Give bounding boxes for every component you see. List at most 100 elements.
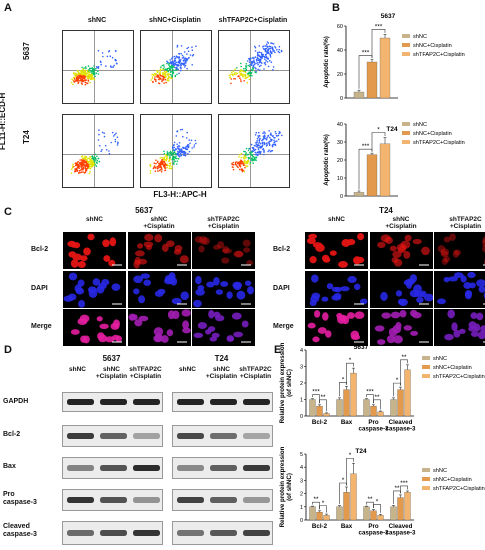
flow-event: [178, 145, 181, 147]
flow-event: [266, 144, 269, 146]
flow-event: [164, 75, 167, 78]
cell: [308, 233, 318, 239]
flow-event: [155, 159, 157, 161]
flow-event: [261, 141, 264, 144]
bands: [67, 399, 160, 405]
cell: [173, 249, 181, 255]
flow-event: [265, 47, 268, 50]
flow-event: [262, 135, 265, 138]
flow-event: [79, 159, 81, 161]
cell: [222, 248, 232, 254]
flow-event: [274, 140, 276, 143]
microscopy-tile: [369, 270, 433, 308]
flow-event: [163, 70, 166, 73]
cell: [341, 239, 351, 247]
flow-event: [270, 42, 272, 44]
flow-event: [254, 66, 256, 69]
flow-event: [243, 67, 245, 70]
flow-event: [177, 154, 179, 156]
flow-event: [191, 54, 194, 57]
flow-event: [163, 161, 166, 163]
flow-event: [176, 73, 178, 76]
flow-event: [233, 72, 236, 74]
flow-event: [193, 146, 195, 148]
flow-event: [170, 154, 173, 156]
flow-event: [71, 78, 73, 80]
flow-event: [260, 64, 262, 67]
cell: [440, 250, 449, 258]
band: [210, 399, 237, 405]
bar: [397, 389, 404, 417]
flow-event: [89, 81, 91, 84]
cell: [452, 249, 460, 258]
flow-event: [77, 78, 79, 80]
flow-event: [265, 51, 267, 53]
flow-event: [245, 147, 248, 150]
flow-event: [246, 165, 249, 167]
flow-event: [249, 65, 251, 68]
bar: [353, 192, 365, 197]
microscopy-tile: [305, 270, 368, 308]
flow-event: [161, 162, 163, 165]
flow-event: [174, 57, 176, 60]
flow-event: [94, 164, 96, 166]
flow-event: [89, 160, 91, 163]
flow-event: [171, 58, 173, 60]
flow-event: [249, 63, 251, 66]
flow-event: [184, 58, 186, 60]
band: [100, 465, 127, 471]
flow-event: [257, 148, 260, 151]
flow-event: [189, 54, 192, 56]
flow-event: [233, 78, 235, 80]
flow-event: [82, 171, 84, 173]
flow-event: [94, 157, 96, 160]
cell: [213, 311, 221, 318]
flow-event: [167, 77, 169, 80]
flow-event: [91, 155, 93, 158]
blot-lane-label: shNC: [179, 366, 196, 373]
cell: [137, 258, 147, 265]
flow-event: [169, 154, 171, 157]
flow-scatter: [63, 31, 133, 103]
band: [67, 433, 94, 439]
flow-event: [159, 68, 162, 70]
y-tick-label: 40: [337, 122, 343, 128]
sig-label: ***: [362, 143, 370, 150]
cell: [325, 330, 332, 338]
sig-label: **: [401, 354, 407, 361]
flow-event: [97, 70, 99, 72]
microscopy-col-title: shNC: [328, 216, 345, 223]
chart-title: T24: [386, 126, 398, 133]
flow-event: [178, 57, 180, 59]
flow-event: [176, 46, 179, 48]
cell: [392, 335, 403, 344]
flow-event: [157, 76, 159, 78]
flow-event: [78, 74, 80, 77]
cell: [470, 312, 478, 319]
cell: [443, 236, 451, 243]
flow-event: [251, 75, 253, 77]
cell: [167, 310, 175, 320]
microscopy-col-title: shNC +Cisplatin: [385, 216, 417, 230]
sig-label: **: [367, 496, 373, 503]
flow-event: [266, 57, 268, 60]
sig-label: **: [320, 394, 326, 401]
flow-event: [177, 68, 179, 71]
flow-event: [179, 59, 182, 61]
flow-event: [258, 131, 260, 134]
cells: [128, 309, 191, 343]
flow-event: [263, 137, 265, 140]
flow-event: [249, 162, 252, 164]
flow-event: [169, 67, 171, 70]
flow-col-title: shTFAP2C+Cisplatin: [218, 17, 288, 24]
cell: [197, 322, 208, 329]
cell: [460, 274, 467, 283]
flow-event: [268, 144, 271, 147]
flow-event: [243, 74, 245, 76]
sig-label: **: [394, 485, 400, 492]
flow-event: [185, 145, 187, 148]
flow-event: [176, 157, 178, 160]
flow-event: [153, 78, 156, 80]
flow-event: [232, 163, 235, 166]
flow-event: [174, 69, 177, 71]
